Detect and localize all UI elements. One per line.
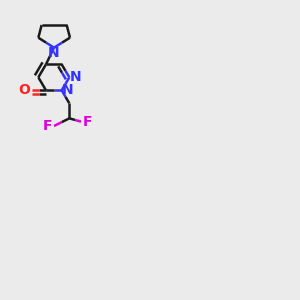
- Text: F: F: [83, 115, 93, 129]
- Text: O: O: [19, 83, 31, 97]
- Text: N: N: [48, 46, 60, 60]
- Text: N: N: [70, 70, 81, 84]
- Text: F: F: [42, 119, 52, 133]
- Text: N: N: [62, 83, 74, 97]
